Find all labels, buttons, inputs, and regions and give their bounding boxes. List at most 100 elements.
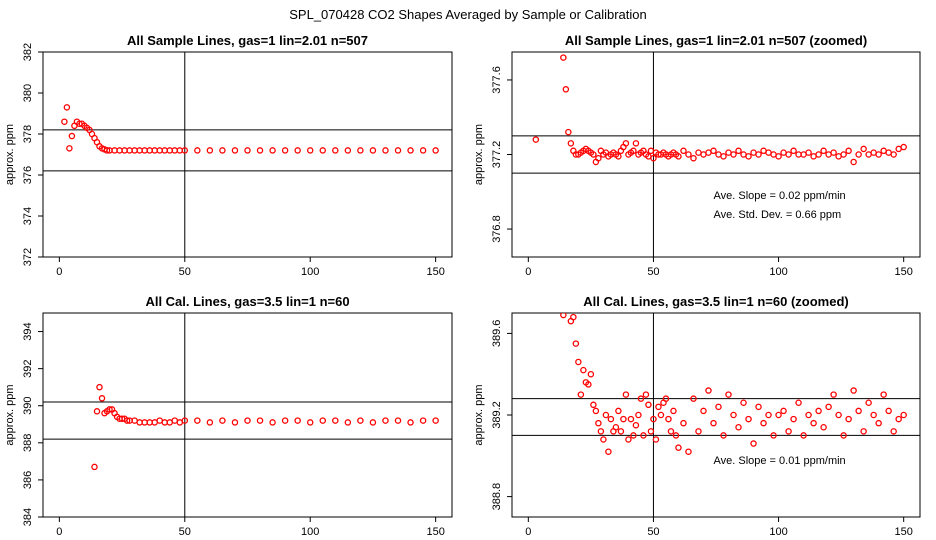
data-point: [585, 381, 592, 388]
data-point: [244, 147, 251, 154]
data-point: [775, 153, 782, 160]
data-point: [567, 140, 575, 147]
data-point: [900, 143, 907, 151]
data-point: [745, 415, 752, 423]
data-point: [407, 147, 414, 154]
x-tick-label: 50: [647, 526, 659, 538]
data-point: [690, 395, 697, 402]
data-point: [730, 151, 737, 158]
chart-panel-1: All Sample Lines, gas=1 lin=2.01 n=507 0 5…: [4, 33, 453, 278]
data-point: [605, 448, 612, 455]
data-point: [96, 383, 103, 391]
annotation: Ave. Slope = 0.01 ppm/min: [713, 455, 845, 467]
data-point: [647, 428, 655, 435]
data-point: [627, 415, 635, 423]
data-point: [580, 366, 587, 374]
data-point: [675, 444, 682, 451]
chart-panel-3: All Cal. Lines, gas=3.5 lin=1 n=60 0 50 100…: [4, 294, 453, 538]
data-point: [622, 391, 630, 398]
data-point: [595, 419, 602, 427]
data-point: [685, 448, 692, 455]
data-point: [595, 154, 602, 162]
data-point: [622, 140, 630, 147]
data-point: [855, 407, 862, 415]
annotation: Ave. Slope = 0.02 ppm/min: [713, 190, 845, 202]
data-point: [900, 411, 907, 419]
y-tick-label: 374: [22, 207, 34, 225]
x-tick-label: 0: [56, 526, 62, 538]
data-point: [319, 147, 327, 154]
data-point: [855, 151, 862, 158]
data-point: [590, 151, 597, 158]
data-point: [206, 419, 214, 426]
data-point: [91, 463, 98, 471]
x-tick-label: 100: [301, 266, 319, 278]
data-point: [432, 417, 439, 424]
data-point: [382, 417, 389, 424]
data-point: [755, 151, 762, 158]
plot-frame: [42, 51, 453, 258]
annotation: Ave. Std. Dev. = 0.66 ppm: [713, 209, 841, 221]
data-series: [532, 54, 907, 166]
data-point: [61, 118, 68, 125]
data-point: [845, 147, 852, 155]
data-point: [785, 428, 792, 435]
panel-title: All Cal. Lines, gas=3.5 lin=1 n=60: [145, 294, 349, 309]
data-point: [219, 147, 226, 154]
data-point: [637, 395, 645, 402]
data-point: [256, 417, 264, 424]
data-point: [735, 423, 742, 431]
y-tick-label: 372: [22, 248, 34, 266]
data-point: [880, 391, 887, 398]
data-point: [602, 411, 610, 419]
data-point: [632, 140, 640, 147]
data-point: [394, 417, 402, 424]
y-axis-label: approx. ppm: [4, 124, 16, 185]
data-point: [106, 406, 113, 413]
data-point: [850, 387, 857, 394]
data-point: [850, 158, 857, 166]
data-point: [815, 151, 822, 158]
data-point: [432, 147, 439, 154]
data-point: [680, 147, 687, 155]
data-point: [645, 401, 652, 409]
data-point: [269, 147, 276, 154]
data-point: [770, 432, 777, 439]
data-point: [840, 432, 847, 439]
y-tick-label: 382: [22, 43, 34, 61]
x-tick-label: 150: [426, 526, 444, 538]
data-point: [885, 407, 892, 415]
y-tick-label: 378: [22, 125, 34, 143]
data-point: [750, 440, 757, 447]
y-tick-label: 392: [22, 359, 34, 377]
x-tick-label: 0: [56, 266, 62, 278]
data-point: [98, 395, 106, 402]
data-point: [657, 411, 665, 419]
y-tick-label: 389.6: [491, 320, 503, 348]
data-point: [600, 436, 607, 443]
y-tick-label: 377.6: [491, 66, 503, 94]
data-point: [890, 151, 897, 158]
data-point: [670, 407, 677, 415]
data-point: [815, 407, 822, 415]
data-point: [231, 419, 239, 426]
data-point: [615, 153, 622, 160]
data-point: [194, 147, 201, 154]
data-point: [269, 419, 276, 426]
y-tick-label: 377.2: [491, 141, 503, 169]
data-point: [612, 423, 620, 431]
data-point: [860, 428, 867, 435]
data-point: [735, 147, 742, 155]
data-point: [306, 419, 314, 426]
data-point: [760, 419, 767, 427]
data-point: [675, 153, 682, 160]
data-point: [860, 145, 867, 153]
x-tick-label: 150: [895, 526, 913, 538]
data-point: [369, 419, 377, 426]
y-axis-label: approx. ppm: [473, 124, 485, 185]
data-point: [344, 147, 352, 154]
data-point: [565, 128, 572, 136]
data-point: [590, 401, 597, 409]
data-point: [790, 147, 797, 155]
data-point: [592, 407, 600, 415]
